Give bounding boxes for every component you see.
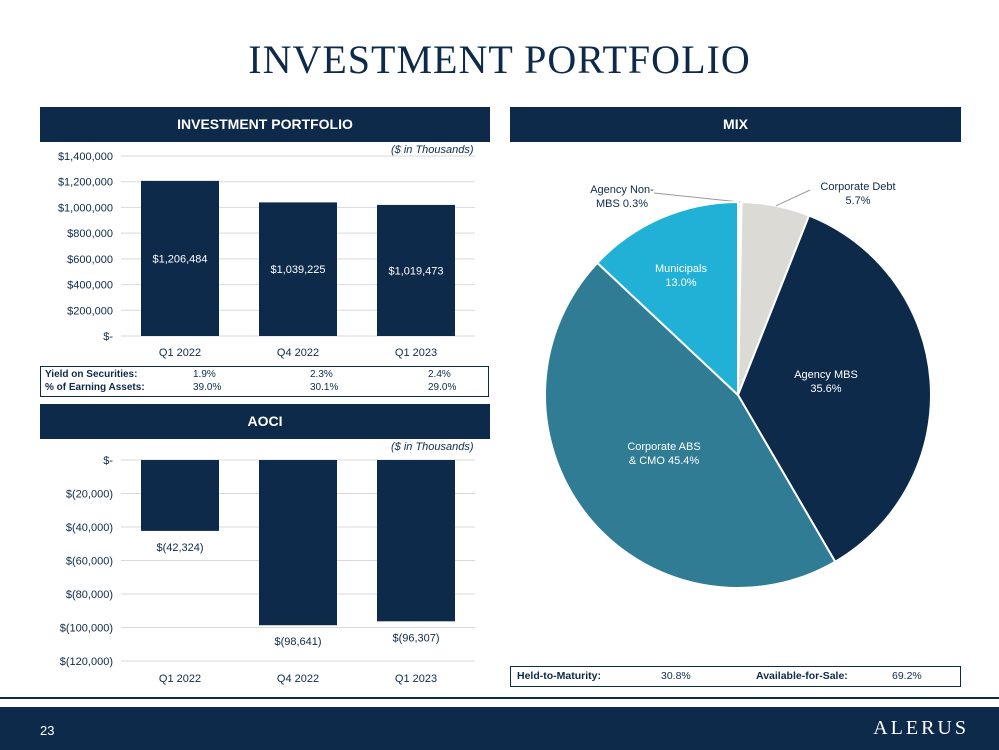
stats-value: 30.1% (310, 382, 339, 393)
htm-label: Held-to-Maturity: (517, 670, 601, 682)
stats-value: 29.0% (428, 382, 457, 393)
portfolio-panel-header: INVESTMENT PORTFOLIO (40, 107, 490, 142)
portfolio-y-tick-label: $400,000 (67, 280, 113, 292)
aoci-bar (259, 460, 337, 626)
portfolio-y-tick-label: $1,400,000 (58, 151, 113, 163)
portfolio-y-tick-label: $- (103, 331, 113, 343)
maturity-summary: Held-to-Maturity: 30.8% Available-for-Sa… (510, 666, 961, 687)
htm-value: 30.8% (661, 670, 691, 682)
stats-label: Yield on Securities: (45, 369, 138, 380)
portfolio-y-tick-label: $1,200,000 (58, 177, 113, 189)
stats-label: % of Earning Assets: (45, 382, 145, 393)
aoci-x-tick-label: Q1 2023 (395, 673, 437, 685)
pie-slice (544, 261, 837, 589)
pie-slice (595, 200, 739, 398)
pie-slice (736, 214, 932, 564)
portfolio-data-label: $1,206,484 (152, 253, 207, 265)
portfolio-x-tick-label: Q4 2022 (277, 347, 319, 359)
footer-divider (0, 697, 999, 699)
stats-value: 1.9% (193, 369, 216, 380)
stats-value: 39.0% (193, 382, 222, 393)
stats-value: 2.3% (310, 369, 333, 380)
page-number: 23 (40, 723, 55, 738)
aoci-units-note: ($ in Thousands) (391, 441, 474, 453)
aoci-data-label: $(96,307) (392, 632, 439, 644)
company-logo: ALERUS (873, 717, 969, 739)
aoci-y-tick-label: $(120,000) (60, 656, 113, 668)
stats-row-earning-assets: % of Earning Assets: 39.0% 30.1% 29.0% (45, 382, 485, 396)
afs-label: Available-for-Sale: (756, 670, 848, 682)
aoci-x-tick-label: Q4 2022 (277, 673, 319, 685)
portfolio-bar (141, 180, 219, 336)
aoci-bar (141, 460, 219, 531)
portfolio-bar (259, 202, 337, 336)
mix-panel-header: MIX (510, 107, 961, 142)
portfolio-bar (377, 204, 455, 336)
aoci-y-tick-label: $(40,000) (66, 522, 113, 534)
aoci-data-label: $(98,641) (274, 636, 321, 648)
pie-slice-label: Corporate ABS & CMO 45.4% (627, 441, 700, 467)
portfolio-data-label: $1,039,225 (270, 264, 325, 276)
portfolio-y-tick-label: $600,000 (67, 254, 113, 266)
pie-slice-label: Municipals 13.0% (655, 263, 707, 289)
aoci-bar (377, 460, 455, 622)
aoci-y-tick-label: $- (103, 455, 113, 467)
portfolio-y-tick-label: $200,000 (67, 305, 113, 317)
portfolio-x-tick-label: Q1 2022 (159, 347, 201, 359)
aoci-y-tick-label: $(80,000) (66, 589, 113, 601)
aoci-panel-header: AOCI (40, 404, 490, 439)
portfolio-y-tick-label: $1,000,000 (58, 202, 113, 214)
portfolio-x-tick-label: Q1 2023 (395, 347, 437, 359)
stats-value: 2.4% (428, 369, 451, 380)
stats-row-yield: Yield on Securities: 1.9% 2.3% 2.4% (45, 369, 485, 383)
portfolio-y-tick-label: $800,000 (67, 228, 113, 240)
aoci-x-tick-label: Q1 2022 (159, 673, 201, 685)
aoci-data-label: $(42,324) (156, 542, 203, 554)
pie-leader-line (775, 189, 811, 207)
pie-slice-label: Agency MBS 35.6% (794, 369, 858, 395)
aoci-y-tick-label: $(100,000) (60, 623, 113, 635)
portfolio-units-note: ($ in Thousands) (391, 144, 474, 156)
footer-bar: 23 ALERUS (0, 707, 999, 750)
pie-slice-label: Corporate Debt 5.7% (820, 181, 895, 207)
pie-leader-line (653, 192, 740, 203)
pie-slice-label: Agency Non-MBS 0.3% (590, 184, 654, 210)
aoci-y-tick-label: $(20,000) (66, 489, 113, 501)
aoci-y-tick-label: $(60,000) (66, 556, 113, 568)
afs-value: 69.2% (892, 670, 922, 682)
portfolio-data-label: $1,019,473 (388, 265, 443, 277)
page-title: INVESTMENT PORTFOLIO (248, 37, 751, 82)
portfolio-stats-table: Yield on Securities: 1.9% 2.3% 2.4% % of… (40, 366, 489, 397)
